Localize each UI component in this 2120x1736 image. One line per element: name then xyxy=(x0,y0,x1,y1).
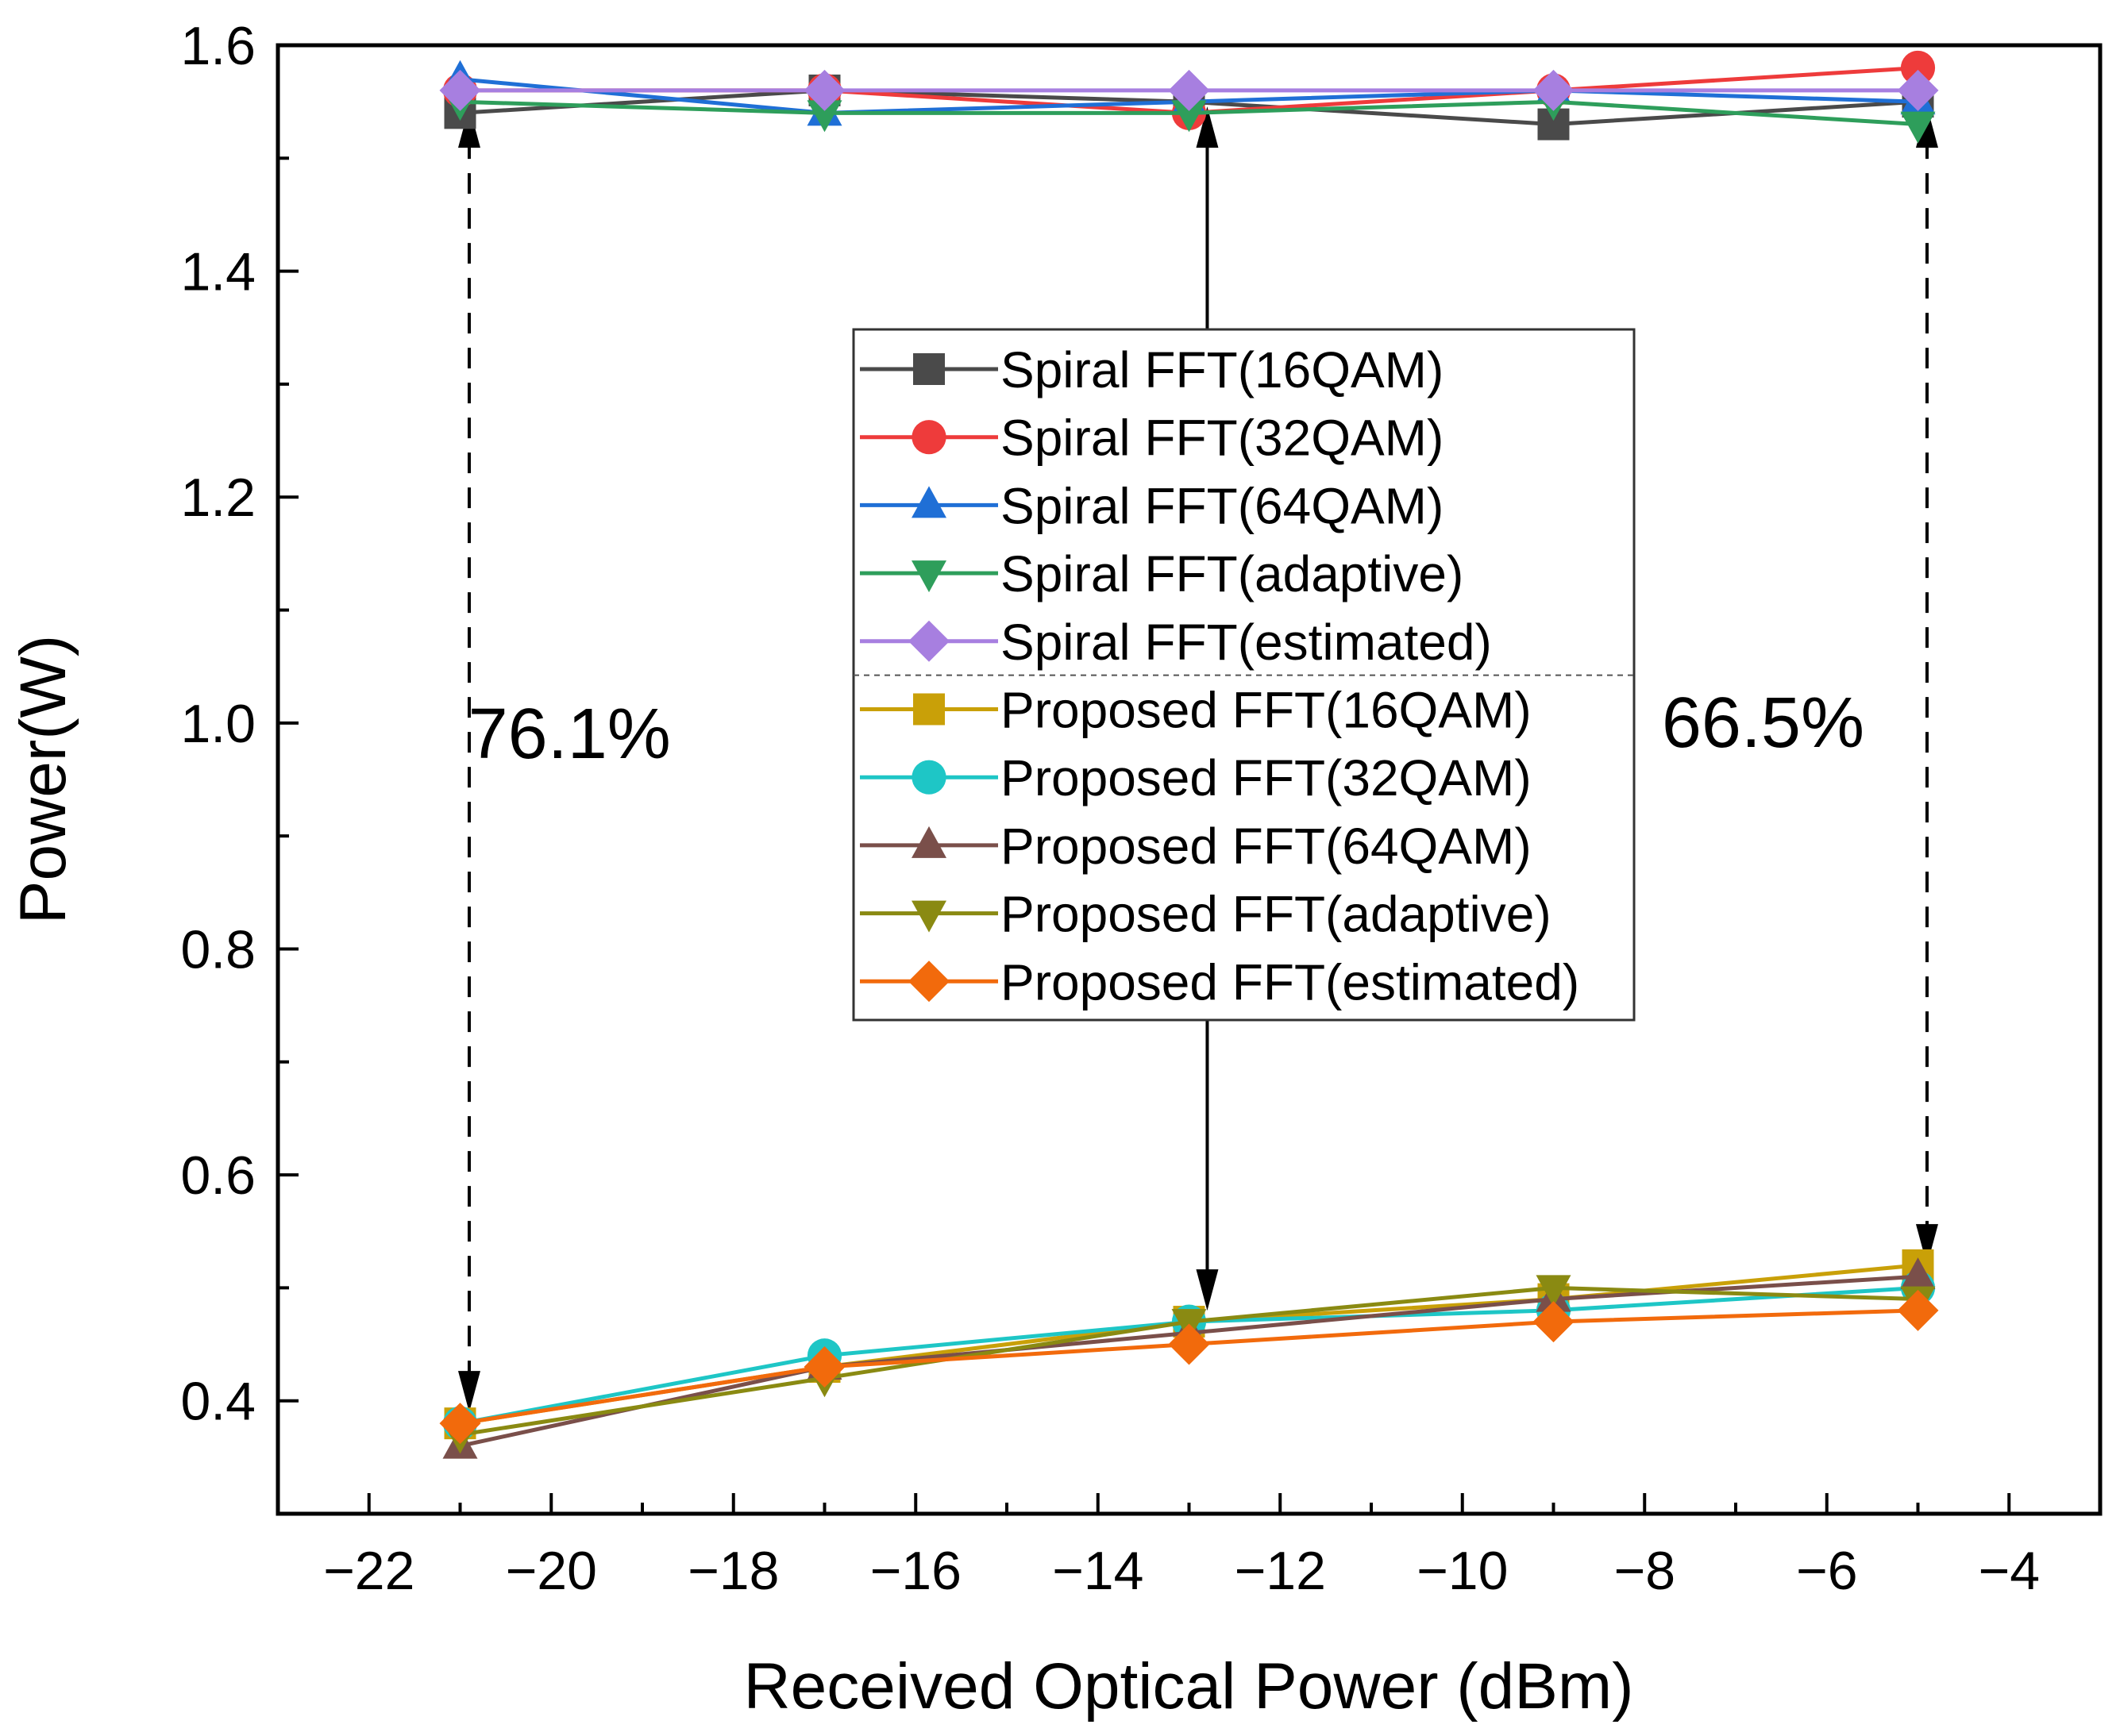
legend-label: Spiral FFT(16QAM) xyxy=(1000,341,1444,398)
marker-triangle-down xyxy=(912,560,946,593)
series-5 xyxy=(439,69,1939,111)
marker-triangle-down xyxy=(1536,1275,1571,1307)
x-tick-label: −12 xyxy=(1235,1541,1326,1601)
legend-label: Spiral FFT(64QAM) xyxy=(1000,477,1444,534)
legend-label: Proposed FFT(estimated) xyxy=(1000,953,1579,1010)
marker-diamond xyxy=(439,1403,481,1445)
y-tick-label: 1.6 xyxy=(180,16,256,76)
marker-circle xyxy=(912,420,946,455)
arrow-head xyxy=(1196,1269,1219,1311)
series-10 xyxy=(439,1289,1939,1445)
tick-layer: −22 −20 −18 −16 −14 −12 −10 −8 −6 −4 0.4 0.6 0.8 1.0 1… xyxy=(180,16,2040,1601)
marker-diamond xyxy=(1897,69,1939,111)
y-tick-label: 1.0 xyxy=(180,694,256,754)
legend-entry: Proposed FFT(estimated) xyxy=(860,953,1579,1010)
legend-entry: Proposed FFT(16QAM) xyxy=(860,682,1532,739)
marker-triangle-up xyxy=(912,826,946,858)
x-tick-label: −20 xyxy=(506,1541,597,1601)
x-axis-label: Received Optical Power (dBm) xyxy=(743,1650,1633,1723)
y-tick-label: 1.2 xyxy=(180,468,256,528)
legend-label: Spiral FFT(adaptive) xyxy=(1000,545,1463,602)
legend-entry: Proposed FFT(64QAM) xyxy=(860,818,1532,875)
marker-diamond xyxy=(1168,69,1210,111)
plot-frame xyxy=(276,43,2103,1516)
marker-triangle-up xyxy=(1900,1257,1936,1290)
y-tick-label: 0.8 xyxy=(180,919,256,980)
marker-diamond xyxy=(804,69,846,111)
x-tick-label: −4 xyxy=(1978,1541,2040,1601)
double-arrow xyxy=(1915,106,1938,1266)
y-tick-label: 0.6 xyxy=(180,1145,256,1206)
legend-entry: Spiral FFT(16QAM) xyxy=(860,341,1444,398)
marker-triangle-down xyxy=(807,100,842,133)
marker-diamond xyxy=(1532,1301,1575,1343)
marker-triangle-down xyxy=(1900,111,1936,144)
y-tick-label: 0.4 xyxy=(180,1372,256,1432)
legend-entry: Spiral FFT(32QAM) xyxy=(860,410,1444,467)
legend-entry: Proposed FFT(adaptive) xyxy=(860,886,1551,943)
marker-diamond xyxy=(908,620,950,662)
legend-label: Proposed FFT(32QAM) xyxy=(1000,749,1532,806)
legend-label: Proposed FFT(16QAM) xyxy=(1000,682,1532,739)
marker-triangle-down xyxy=(1171,100,1207,133)
legend-label: Proposed FFT(adaptive) xyxy=(1000,886,1551,943)
marker-diamond xyxy=(908,960,950,1003)
x-tick-label: −8 xyxy=(1613,1541,1675,1601)
percent-annotation: 76.1% xyxy=(468,695,671,774)
marker-diamond xyxy=(439,69,481,111)
marker-circle xyxy=(1900,50,1936,86)
legend-entry: Proposed FFT(32QAM) xyxy=(860,749,1532,806)
arrow-head xyxy=(1915,106,1938,148)
series-layer xyxy=(439,50,1939,1459)
marker-circle xyxy=(912,760,946,795)
arrow-head xyxy=(457,1371,480,1413)
x-tick-label: −14 xyxy=(1052,1541,1143,1601)
x-tick-label: −18 xyxy=(688,1541,779,1601)
x-tick-label: −10 xyxy=(1417,1541,1508,1601)
marker-diamond xyxy=(804,1346,846,1388)
x-tick-label: −6 xyxy=(1796,1541,1858,1601)
legend-label: Spiral FFT(estimated) xyxy=(1000,614,1492,671)
legend-entry: Spiral FFT(64QAM) xyxy=(860,477,1444,534)
marker-diamond xyxy=(1897,1289,1939,1331)
annotation-layer: 76.1% 66.5% xyxy=(468,683,1864,774)
y-tick-label: 1.4 xyxy=(180,242,256,302)
marker-diamond xyxy=(1168,1323,1210,1365)
percent-annotation: 66.5% xyxy=(1662,683,1864,763)
x-tick-label: −22 xyxy=(323,1541,414,1601)
arrow-head xyxy=(1196,106,1219,148)
x-tick-label: −16 xyxy=(870,1541,962,1601)
legend: Spiral FFT(16QAM) Spiral FFT(32QAM) Spiral… xyxy=(852,328,1636,1022)
marker-square xyxy=(913,353,945,385)
legend-label: Spiral FFT(32QAM) xyxy=(1000,410,1444,467)
marker-square xyxy=(913,693,945,726)
y-axis-label: Power(W) xyxy=(7,635,79,924)
legend-entry: Spiral FFT(estimated) xyxy=(860,614,1492,671)
legend-entry: Spiral FFT(adaptive) xyxy=(860,545,1463,602)
legend-label: Proposed FFT(64QAM) xyxy=(1000,818,1532,875)
marker-triangle-down xyxy=(912,900,946,933)
arrow-head xyxy=(1915,1224,1938,1266)
marker-diamond xyxy=(1532,69,1575,111)
marker-triangle-up xyxy=(912,486,946,518)
